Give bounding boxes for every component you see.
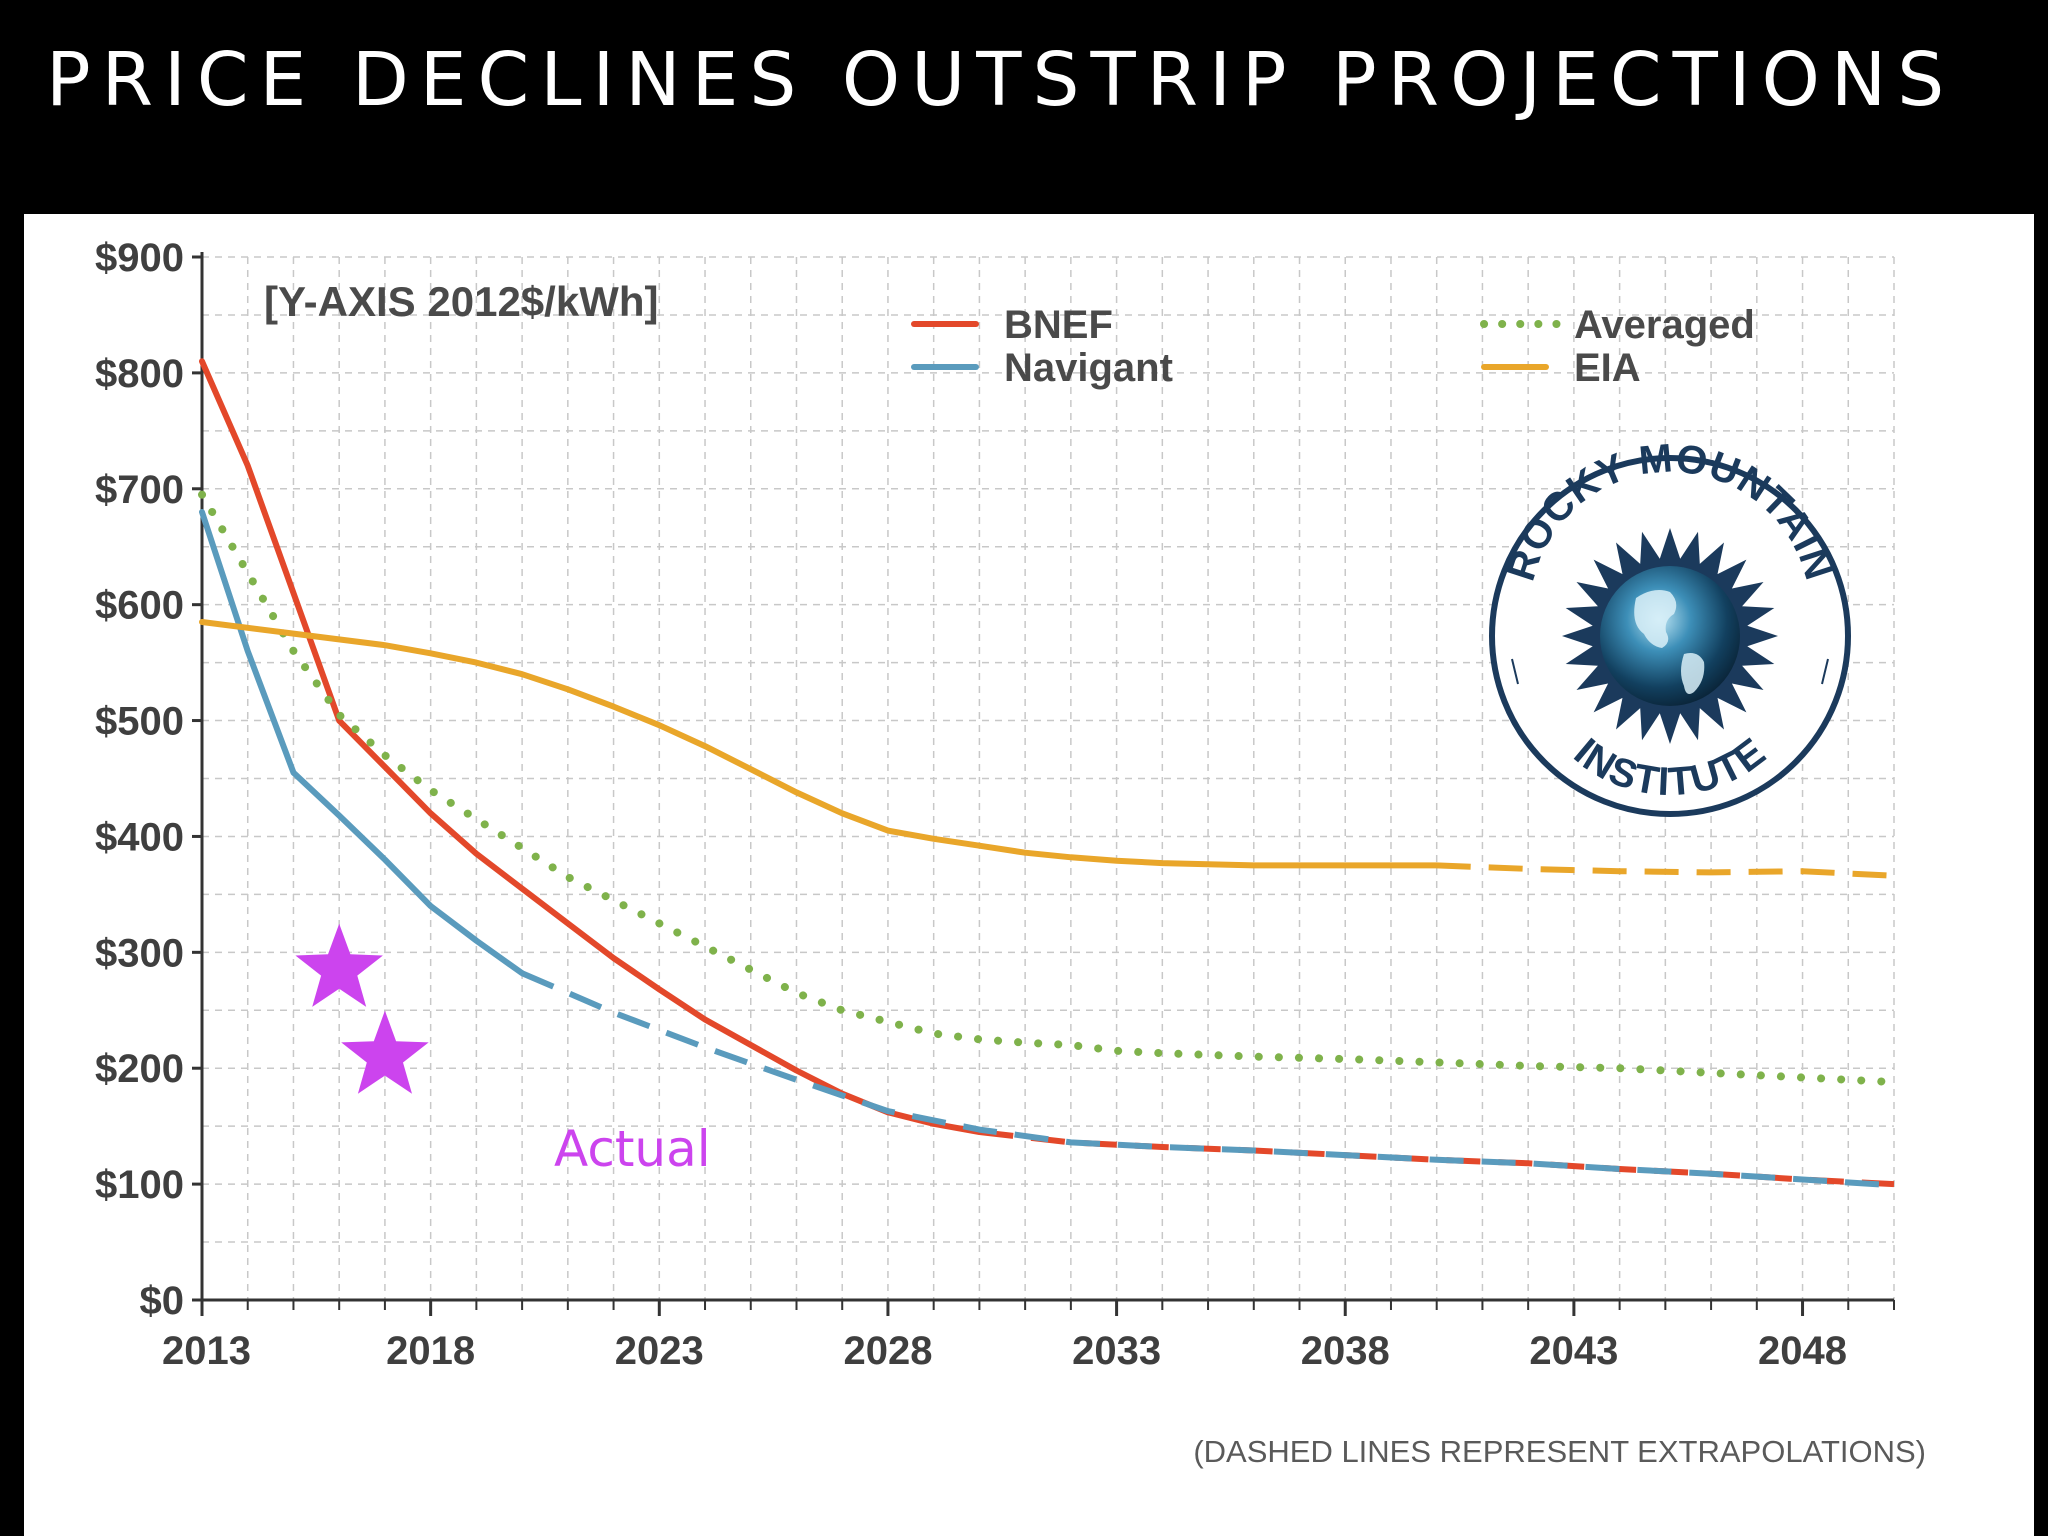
y-tick-label: $200	[95, 1047, 184, 1091]
y-tick-label: $500	[95, 700, 184, 744]
line-chart: 2013 2018 2023 2028 2033 2038 2043 2048 $0 $100 $2…	[95, 236, 1926, 1469]
x-tick-label: 2023	[615, 1329, 704, 1373]
y-axis-title: [Y-AXIS 2012$/kWh]	[264, 278, 658, 325]
y-tick-label: $900	[95, 236, 184, 280]
actual-annotation: Actual	[554, 1120, 711, 1178]
legend-label-averaged: Averaged	[1574, 303, 1755, 347]
rocky-mountain-institute-logo: ROCKY MOUNTAIN INSTITUTE	[1489, 436, 1851, 817]
y-tick-label: $400	[95, 815, 184, 859]
x-tick-label: 2043	[1529, 1329, 1618, 1373]
legend-label-bnef: BNEF	[1004, 303, 1113, 347]
y-tick-label: $300	[95, 931, 184, 975]
actual-points	[295, 923, 429, 1094]
x-tick-label: 2048	[1758, 1329, 1847, 1373]
y-tick-label: $700	[95, 468, 184, 512]
footnote: (DASHED LINES REPRESENT EXTRAPOLATIONS)	[1193, 1434, 1926, 1469]
x-tick-label: 2033	[1072, 1329, 1161, 1373]
series-navigant-line	[199, 509, 526, 977]
series-eia-extrapolation	[1436, 862, 1895, 879]
legend-label-navigant: Navigant	[1004, 346, 1173, 390]
series-eia-line	[199, 619, 1440, 869]
series-navigant-extrapolation	[520, 970, 1895, 1189]
logo-divider-right	[1821, 658, 1829, 685]
axis-layer: 2013 2018 2023 2028 2033 2038 2043 2048 $0 $100 $2…	[95, 236, 1895, 1373]
actual-point-star	[341, 1010, 429, 1094]
slide-title: PRICE DECLINES OUTSTRIP PROJECTIONS	[46, 37, 1956, 123]
continents-icon	[1634, 590, 1705, 694]
globe-icon	[1600, 566, 1740, 706]
chart-panel: 2013 2018 2023 2028 2033 2038 2043 2048 $0 $100 $2…	[24, 214, 2034, 1536]
x-tick-label: 2028	[843, 1329, 932, 1373]
y-tick-label: $800	[95, 352, 184, 396]
x-tick-label: 2013	[162, 1329, 251, 1373]
series-layer	[198, 358, 1898, 1189]
y-tick-label: $0	[140, 1279, 185, 1323]
legend-label-eia: EIA	[1574, 346, 1641, 390]
x-tick-label: 2038	[1301, 1329, 1390, 1373]
x-tick-label: 2018	[386, 1329, 475, 1373]
y-tick-label: $600	[95, 584, 184, 628]
y-tick-label: $100	[95, 1163, 184, 1207]
logo-divider-left	[1511, 658, 1519, 685]
actual-point-star	[295, 923, 383, 1007]
